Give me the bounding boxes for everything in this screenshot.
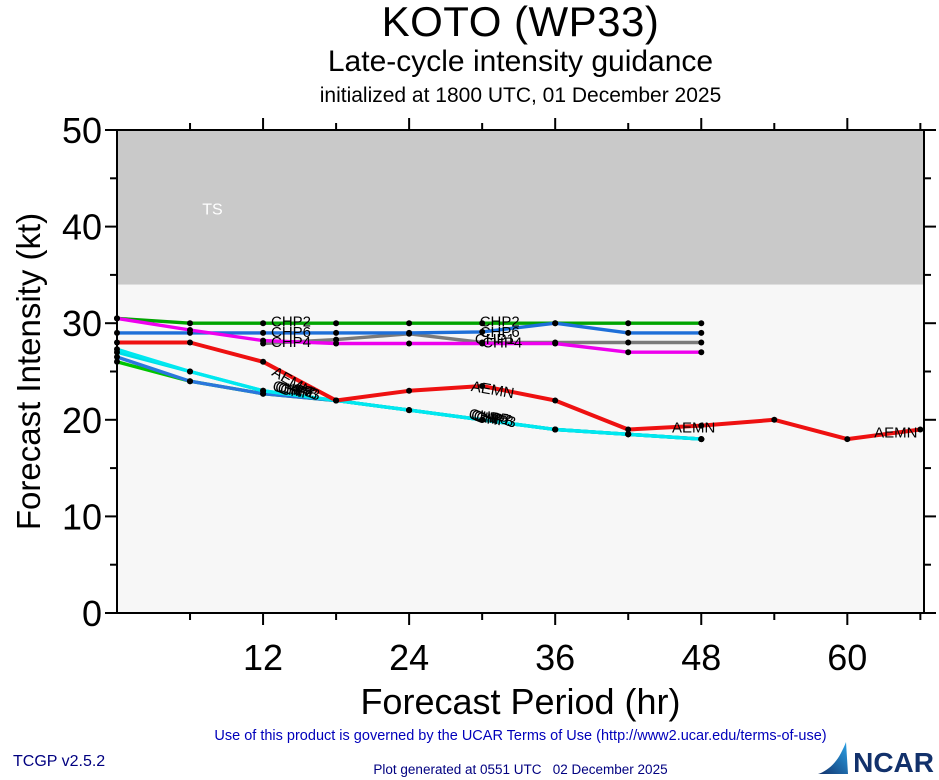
svg-text:AEMN: AEMN <box>874 424 917 441</box>
page-subtitle: Late-cycle intensity guidance <box>327 45 714 78</box>
svg-text:CHP4: CHP4 <box>271 334 311 351</box>
band-label-ts: TS <box>202 201 222 218</box>
svg-text:50: 50 <box>62 110 102 151</box>
x-axis-title: Forecast Period (hr) <box>360 681 680 722</box>
svg-text:CHP3: CHP3 <box>475 409 517 431</box>
svg-text:30: 30 <box>62 303 102 344</box>
svg-text:24: 24 <box>389 637 429 678</box>
svg-text:10: 10 <box>62 496 102 537</box>
svg-text:12: 12 <box>243 637 283 678</box>
svg-text:36: 36 <box>535 637 575 678</box>
page-title: KOTO (WP33) <box>381 0 660 45</box>
svg-text:CHP4: CHP4 <box>482 334 522 351</box>
data-point-dots <box>114 315 924 443</box>
ncar-swoosh-icon <box>818 742 849 774</box>
terms-of-use-text: Use of this product is governed by the U… <box>214 728 827 744</box>
ncar-wordmark: NCAR <box>853 747 934 778</box>
model-labels: CHP2CHP6CHP4AEMNCHP5CHP7CHP8CHP3CHP2CHP6… <box>269 314 918 442</box>
svg-text:CHP8: CHP8 <box>472 408 514 430</box>
svg-text:CHP7: CHP7 <box>470 407 512 429</box>
svg-text:CHP5: CHP5 <box>272 378 314 401</box>
init-time-line: initialized at 1800 UTC, 01 December 202… <box>319 84 722 107</box>
svg-text:CHP3: CHP3 <box>279 381 321 404</box>
svg-text:60: 60 <box>827 637 867 678</box>
y-axis-title: Forecast Intensity (kt) <box>10 213 47 530</box>
series-AEMN <box>115 340 923 442</box>
svg-text:CHP1: CHP1 <box>475 331 515 348</box>
svg-text:CHP2: CHP2 <box>480 314 520 331</box>
plot-background: TS <box>117 130 924 613</box>
svg-text:0: 0 <box>82 593 102 634</box>
svg-text:CHP6: CHP6 <box>271 324 311 341</box>
tick-labels: 12 24 36 48 60 0 10 20 30 40 50 <box>62 110 867 678</box>
axes <box>105 118 936 625</box>
ncar-logo: NCAR <box>815 741 934 777</box>
svg-text:CHP8: CHP8 <box>276 380 318 403</box>
svg-text:CHP2: CHP2 <box>271 314 311 331</box>
plot-generated-text: Plot generated at 0551 UTC 02 December 2… <box>373 762 668 777</box>
svg-text:AEMN: AEMN <box>672 419 715 436</box>
svg-text:CHP7: CHP7 <box>274 379 316 402</box>
svg-text:48: 48 <box>681 637 721 678</box>
tcgp-version-text: TCGP v2.5.2 <box>13 753 106 770</box>
svg-text:20: 20 <box>62 400 102 441</box>
svg-text:CHP5: CHP5 <box>468 406 510 428</box>
svg-text:CHP6: CHP6 <box>480 324 520 341</box>
svg-text:40: 40 <box>62 207 102 248</box>
